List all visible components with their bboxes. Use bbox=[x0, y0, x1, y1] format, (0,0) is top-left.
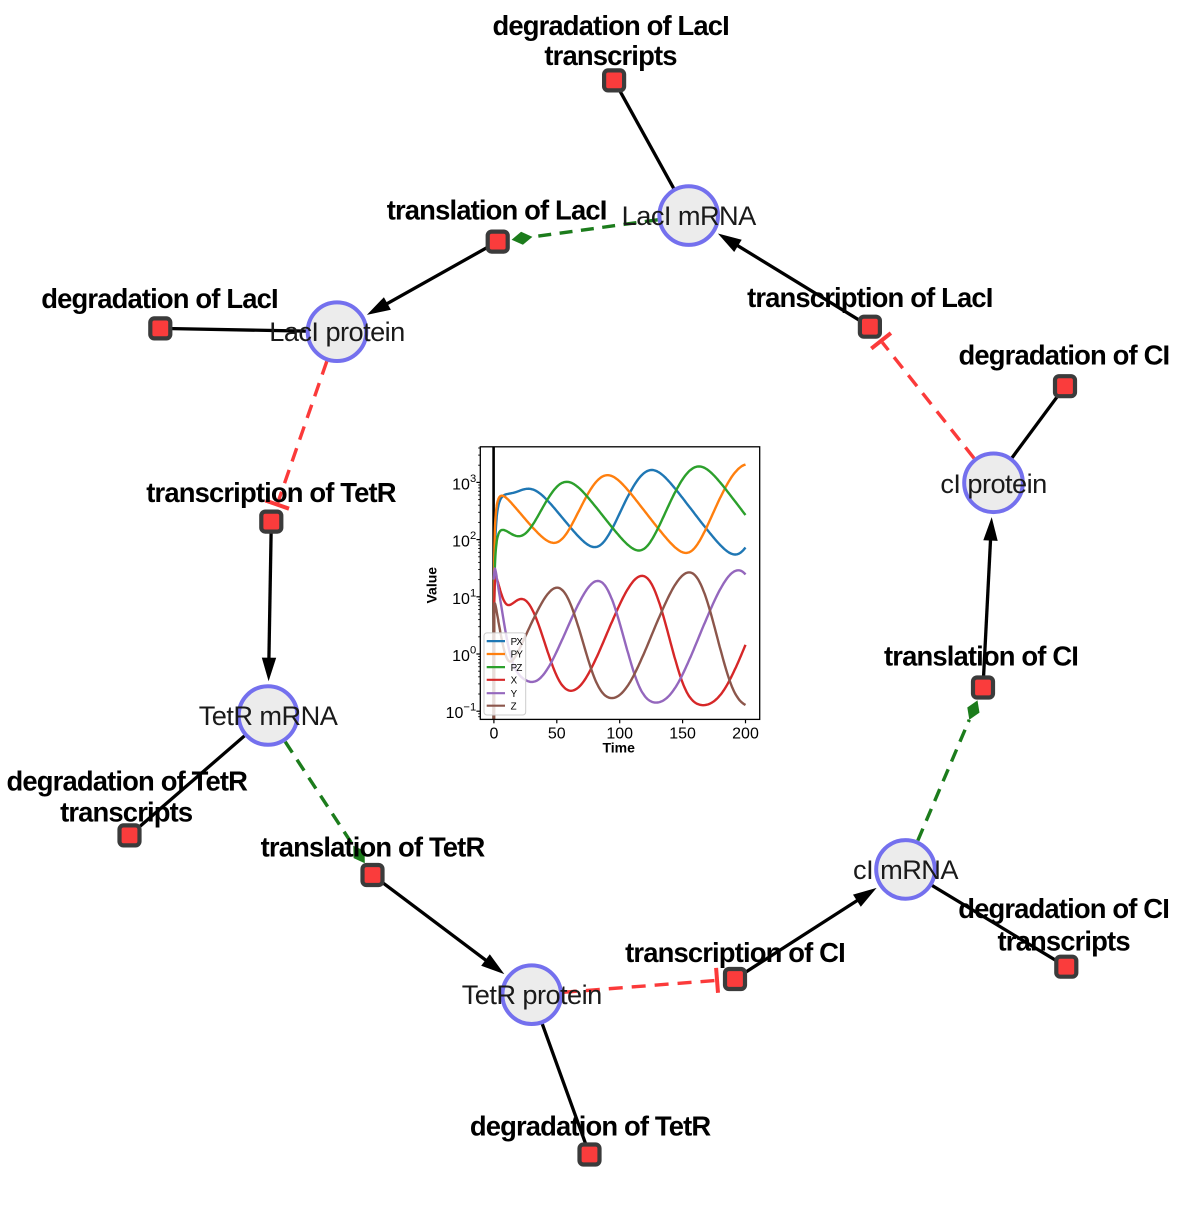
svg-text:150: 150 bbox=[669, 726, 696, 743]
svg-text:101: 101 bbox=[452, 587, 476, 608]
svg-text:Y: Y bbox=[511, 689, 518, 700]
svg-text:TetR protein: TetR protein bbox=[462, 979, 602, 1010]
svg-text:degradation of LacI: degradation of LacI bbox=[41, 283, 277, 314]
svg-text:PY: PY bbox=[511, 650, 524, 661]
svg-text:transcripts: transcripts bbox=[544, 40, 677, 71]
svg-text:50: 50 bbox=[548, 726, 566, 743]
svg-text:transcription of CI: transcription of CI bbox=[625, 937, 845, 968]
svg-text:degradation of CI: degradation of CI bbox=[959, 340, 1170, 371]
svg-text:degradation of TetR: degradation of TetR bbox=[7, 765, 249, 796]
svg-text:PZ: PZ bbox=[511, 663, 523, 674]
svg-text:0: 0 bbox=[489, 726, 498, 743]
svg-text:translation of TetR: translation of TetR bbox=[261, 832, 486, 863]
svg-text:translation of LacI: translation of LacI bbox=[387, 195, 607, 226]
svg-text:Value: Value bbox=[424, 567, 440, 604]
svg-text:Z: Z bbox=[511, 701, 517, 712]
svg-text:degradation of CI: degradation of CI bbox=[958, 893, 1169, 924]
svg-text:transcripts: transcripts bbox=[997, 926, 1130, 957]
svg-text:100: 100 bbox=[606, 726, 633, 743]
svg-text:transcription of TetR: transcription of TetR bbox=[146, 477, 397, 508]
svg-text:transcription of LacI: transcription of LacI bbox=[747, 282, 992, 313]
svg-text:200: 200 bbox=[732, 726, 759, 743]
svg-text:degradation of LacI: degradation of LacI bbox=[492, 10, 728, 41]
svg-text:translation of CI: translation of CI bbox=[884, 641, 1078, 672]
svg-text:10−1: 10−1 bbox=[446, 702, 477, 723]
svg-text:103: 103 bbox=[452, 473, 476, 494]
svg-text:PX: PX bbox=[511, 637, 524, 648]
svg-text:LacI mRNA: LacI mRNA bbox=[622, 200, 757, 231]
svg-text:LacI protein: LacI protein bbox=[269, 316, 404, 347]
svg-text:100: 100 bbox=[452, 645, 476, 666]
svg-text:degradation of TetR: degradation of TetR bbox=[470, 1111, 712, 1142]
svg-text:Time: Time bbox=[602, 740, 635, 756]
svg-text:TetR mRNA: TetR mRNA bbox=[199, 700, 339, 731]
svg-text:X: X bbox=[511, 676, 518, 687]
svg-text:transcripts: transcripts bbox=[60, 797, 193, 828]
svg-text:cI protein: cI protein bbox=[940, 468, 1046, 499]
svg-text:cI mRNA: cI mRNA bbox=[853, 854, 959, 885]
svg-text:102: 102 bbox=[452, 530, 476, 551]
